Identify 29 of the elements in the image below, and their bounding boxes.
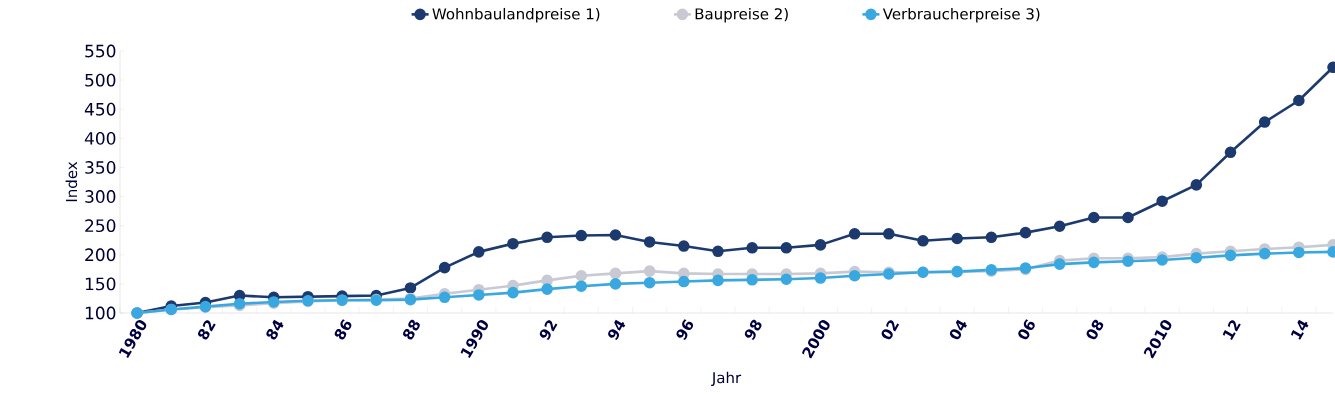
y-tick-label: 300	[85, 190, 116, 203]
x-tick-label: 14	[1291, 319, 1309, 340]
y-tick-label: 150	[85, 277, 116, 291]
x-tick-label: 82	[197, 320, 216, 340]
y-tick-label: 350	[85, 161, 116, 174]
x-tick-label: 98	[744, 319, 762, 341]
x-tick-label: 88	[403, 319, 420, 340]
x-tick-label: 92	[539, 320, 558, 341]
y-tick-label: 200	[85, 248, 116, 262]
x-tick-label: 02	[881, 320, 900, 340]
x-tick-label: 04	[949, 319, 967, 340]
x-tick-label: 12	[1222, 320, 1241, 340]
x-tick-label: 86	[334, 319, 352, 340]
y-tick-label: 250	[85, 219, 116, 233]
legend-label: Verbraucherpreise 3)	[882, 7, 1040, 23]
y-tick-label: 400	[84, 131, 116, 145]
y-tick-label: 550	[85, 44, 116, 58]
y-tick-label: 450	[84, 102, 116, 116]
y-axis-title: Index	[65, 161, 78, 202]
x-axis-title: Jahr	[711, 371, 742, 387]
x-tick-label: 06	[1018, 319, 1035, 340]
x-tick-label: 96	[676, 319, 694, 341]
x-tick-label: 94	[608, 319, 626, 341]
x-tick-label: 08	[1086, 319, 1104, 340]
legend-label: Baupreise 2)	[695, 7, 788, 23]
x-tick-label: 84	[266, 319, 284, 340]
y-tick-label: 100	[85, 306, 116, 320]
legend-label: Wohnbaulandpreise 1)	[432, 7, 600, 23]
y-tick-label: 500	[85, 73, 116, 87]
